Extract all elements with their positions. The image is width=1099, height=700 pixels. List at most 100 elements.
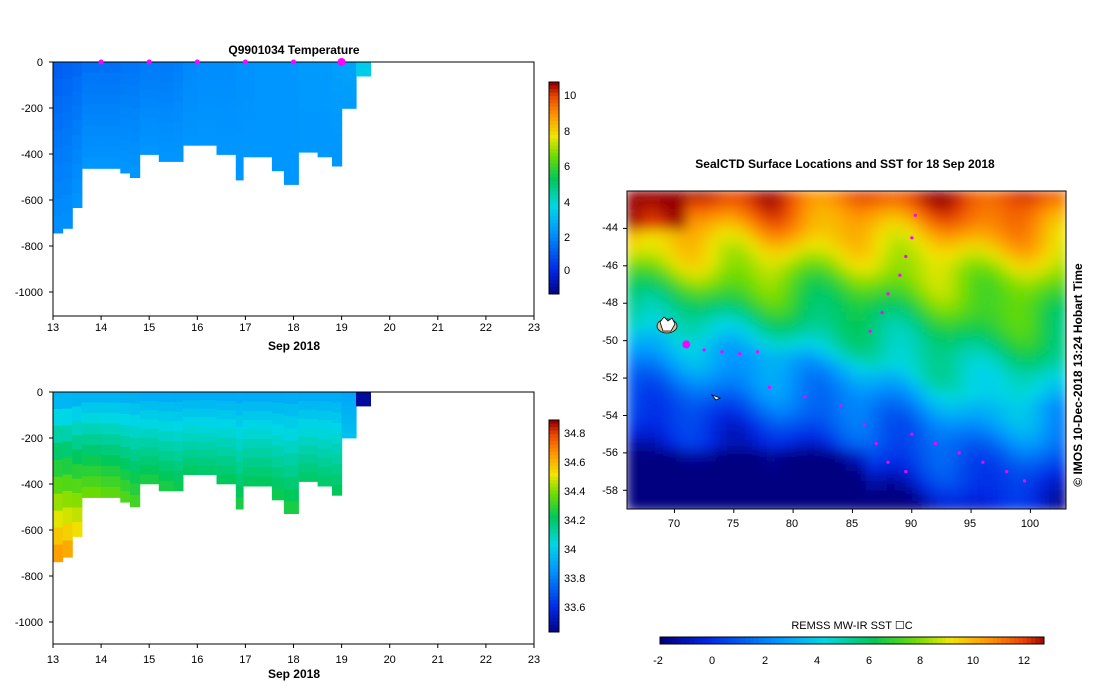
sst-cell [786,200,798,212]
profile-cell [120,425,131,437]
sst-cell [836,340,848,352]
sst-cell [916,210,928,222]
sst-cell [846,450,858,462]
x-tick-label: 18 [287,322,299,334]
profile-cell [173,111,184,123]
profile-cell [120,95,131,107]
sst-cell [636,320,648,332]
map-lat-axis: -44 -46 -48 -50 -52 -54 -56 -58 [602,222,618,497]
lon-tick-label: 75 [727,518,739,530]
sst-cell [986,420,998,432]
colorbar-swatch [549,515,559,520]
sst-cell [806,450,818,462]
profile-cell [235,73,244,87]
colorbar-swatch [549,497,559,502]
sst-cell [696,330,708,342]
profile-cell [101,434,121,446]
sst-cell [956,480,968,492]
sst-cell [636,210,648,222]
sst-cell [756,240,768,252]
colorbar-swatch [1005,637,1011,644]
colorbar-swatch [549,554,559,559]
sst-cell [796,330,808,342]
sst-cell [1006,280,1018,292]
profile-cell [341,405,357,411]
sst-cell [906,300,918,312]
sst-cell [1016,230,1028,242]
sst-cell [776,330,788,342]
sst-cell [1016,380,1028,392]
profile-cell [283,489,299,502]
colorbar-swatch [711,637,716,644]
profile-cell [72,149,83,165]
profile-cell [182,408,198,418]
sst-cell [636,340,648,352]
sst-cell [826,280,838,292]
x-tick-label: 18 [287,654,299,666]
sst-cell [916,390,928,402]
colorbar-swatch [753,637,759,644]
colorbar-frame [548,419,560,633]
sst-cell [1006,310,1018,322]
sst-cell [816,320,828,332]
sst-cell [996,320,1008,332]
sst-cell [1006,230,1018,242]
sst-cell [776,350,788,362]
profile-cell [182,120,198,130]
colorbar-swatch [549,244,559,249]
sst-cell [936,240,948,252]
sst-cell [746,230,758,242]
sst-cell [926,380,938,392]
sst-cell [627,200,638,212]
sst-cell [726,220,738,232]
sst-cell [966,290,978,302]
profile-cell [120,436,131,448]
profile-cell [332,412,343,424]
sst-cell [976,410,988,422]
profile-cell [62,458,73,476]
sst-cell [716,360,728,372]
sst-cell [686,200,698,212]
sst-cell [646,210,658,222]
sst-cell [926,240,938,252]
sst-cell [846,410,858,422]
profile-cell [197,86,218,96]
sst-cell [946,340,958,352]
sst-cell [716,270,728,282]
colorbar-swatch [549,286,559,291]
profile-cell [139,410,160,421]
sst-cell [676,390,688,402]
sst-cell [796,390,808,402]
sst-cell [666,370,678,382]
sst-cell [646,370,658,382]
profile-cell [235,85,244,98]
sst-cell [796,300,808,312]
profile-cell [298,463,319,473]
sst-cell [706,300,718,312]
sst-cell [836,250,848,262]
sst-cell [836,210,848,222]
profile-cell [356,393,371,396]
surfacing-marker [194,59,200,65]
profile-cell [216,135,237,146]
profile-cell [81,402,102,414]
sst-cell [926,230,938,242]
sst-cell [666,460,678,472]
sst-cell [726,280,738,292]
sst-cell [686,360,698,372]
sst-cell [1046,480,1058,492]
sst-cell [1046,360,1058,372]
sst-cell [776,250,788,262]
profile-cell [298,125,319,135]
sst-cell [856,370,868,382]
colorbar-swatch [1001,637,1007,644]
profile-cell [216,71,237,81]
colorbar-swatch [549,241,559,245]
sst-cell [986,210,998,222]
sst-cell [906,500,918,509]
profile-cell [72,420,83,436]
sst-cell [1056,440,1066,452]
profile-cell [72,120,83,136]
colorbar-swatch [869,637,874,644]
sst-cell [696,230,708,242]
